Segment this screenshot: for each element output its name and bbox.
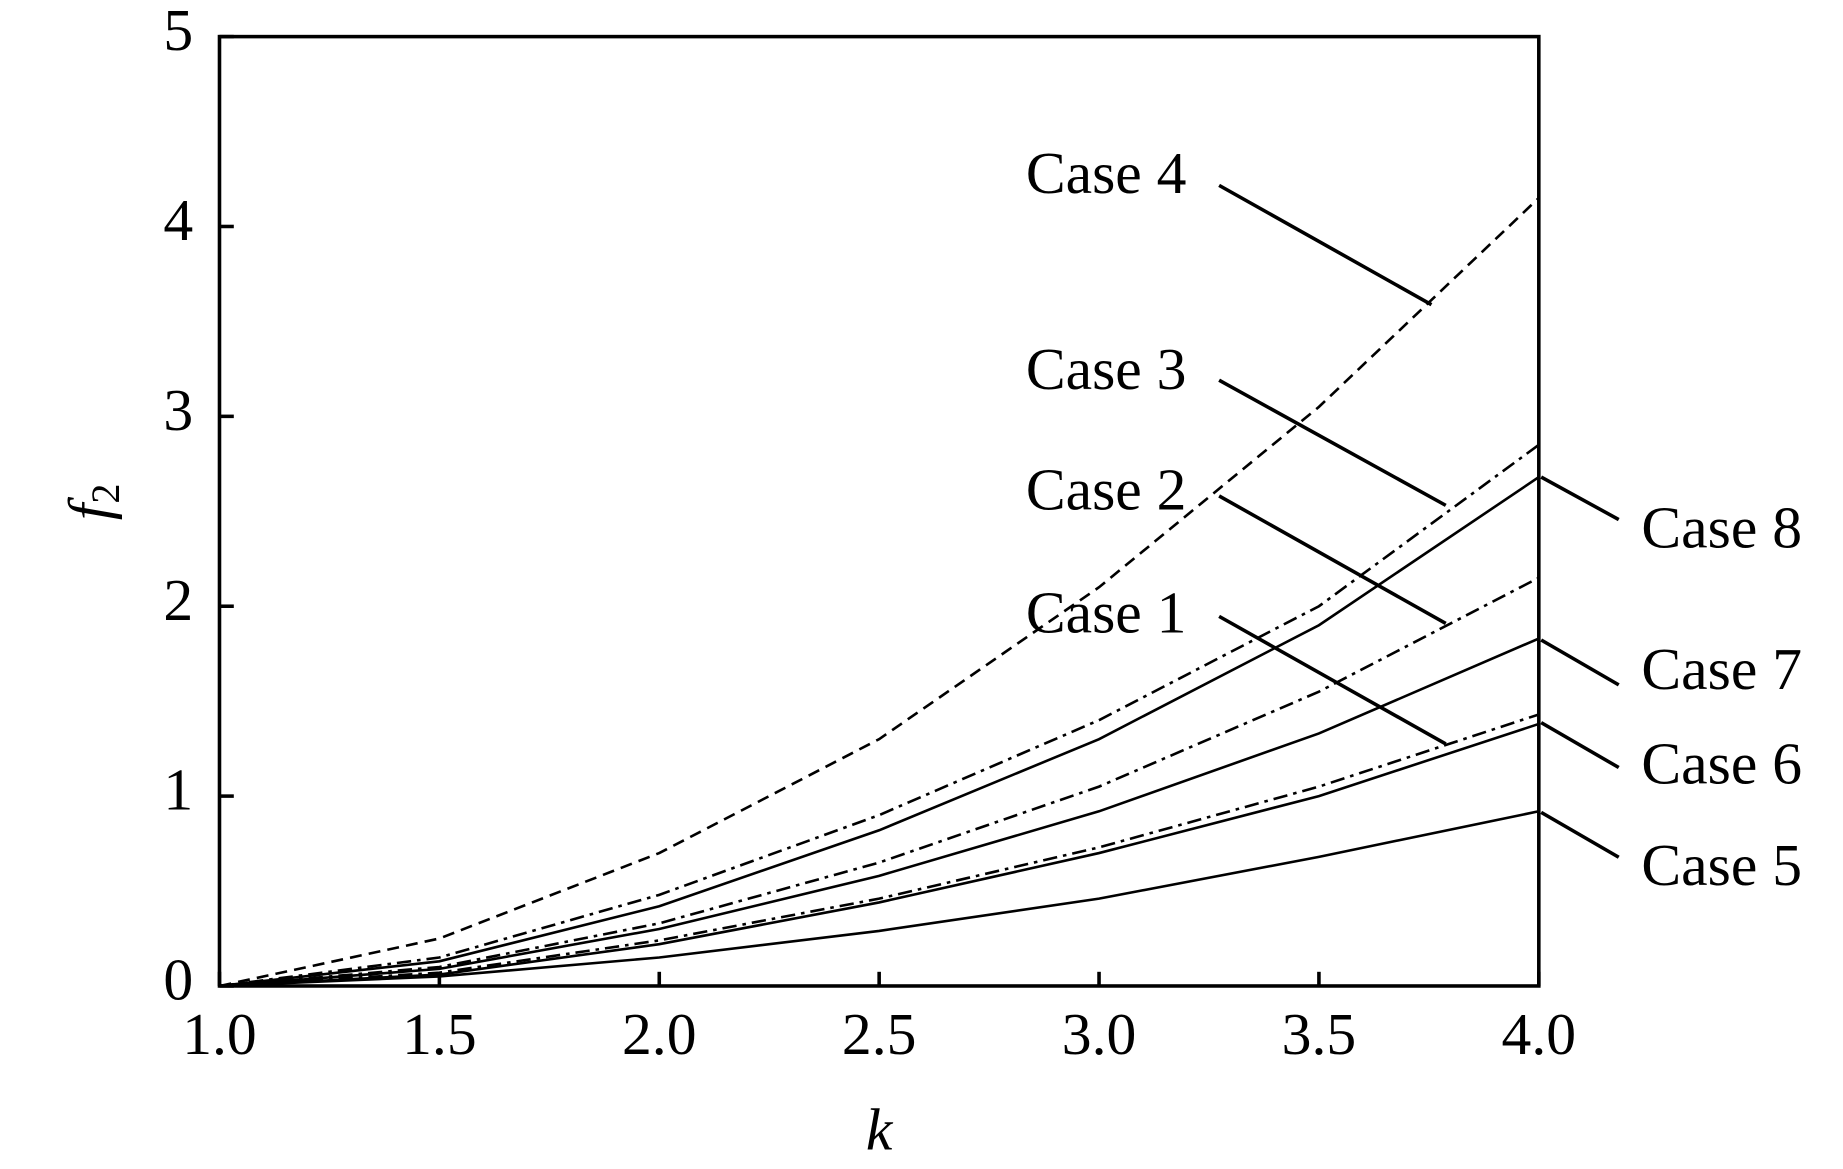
leader-line xyxy=(1540,721,1620,770)
leader-line xyxy=(1218,183,1433,307)
y-axis-label-group: f2 xyxy=(56,484,128,520)
leader-line xyxy=(1540,810,1620,859)
leader-line xyxy=(1540,475,1620,522)
series-label: Case 3 xyxy=(1026,336,1187,402)
series-line xyxy=(219,576,1540,988)
series-line xyxy=(219,713,1540,988)
series-label: Case 7 xyxy=(1641,636,1802,702)
annotations: Case 4 Case 3 Case 2 Case 1 Case 8 Case … xyxy=(1026,140,1802,898)
x-tick-label: 3.0 xyxy=(1062,1001,1137,1067)
series-label: Case 6 xyxy=(1641,731,1802,797)
series-line xyxy=(219,722,1540,988)
series-line xyxy=(219,443,1540,988)
leader-line xyxy=(1540,638,1620,687)
leader-line xyxy=(1218,494,1447,626)
y-tick-label: 4 xyxy=(163,187,193,253)
x-tick-label: 2.5 xyxy=(842,1001,917,1067)
x-tick-label: 4.0 xyxy=(1502,1001,1577,1067)
leader-line xyxy=(1218,378,1447,507)
x-axis-label: k xyxy=(866,1097,894,1163)
y-axis-label: f2 xyxy=(56,484,128,520)
y-tick-label: 3 xyxy=(163,377,193,443)
y-tick-label: 0 xyxy=(163,947,193,1013)
x-tick-label: 1.0 xyxy=(182,1001,257,1067)
series-label: Case 4 xyxy=(1026,140,1187,206)
series-label: Case 1 xyxy=(1026,580,1187,646)
y-tick-label: 5 xyxy=(163,0,193,63)
series-label: Case 2 xyxy=(1026,457,1187,523)
x-tick-label: 3.5 xyxy=(1282,1001,1357,1067)
y-tick-label: 1 xyxy=(163,757,193,823)
series-label: Case 5 xyxy=(1641,832,1802,898)
y-tick-label: 2 xyxy=(163,567,193,633)
x-tick-label: 1.5 xyxy=(402,1001,477,1067)
series-label: Case 8 xyxy=(1641,495,1802,561)
leader-line xyxy=(1218,614,1447,746)
series-line xyxy=(219,810,1540,988)
plot-frame xyxy=(217,34,1541,988)
series-line xyxy=(219,637,1540,988)
series-line xyxy=(219,476,1540,988)
series-line xyxy=(219,197,1540,988)
x-tick-label: 2.0 xyxy=(622,1001,697,1067)
